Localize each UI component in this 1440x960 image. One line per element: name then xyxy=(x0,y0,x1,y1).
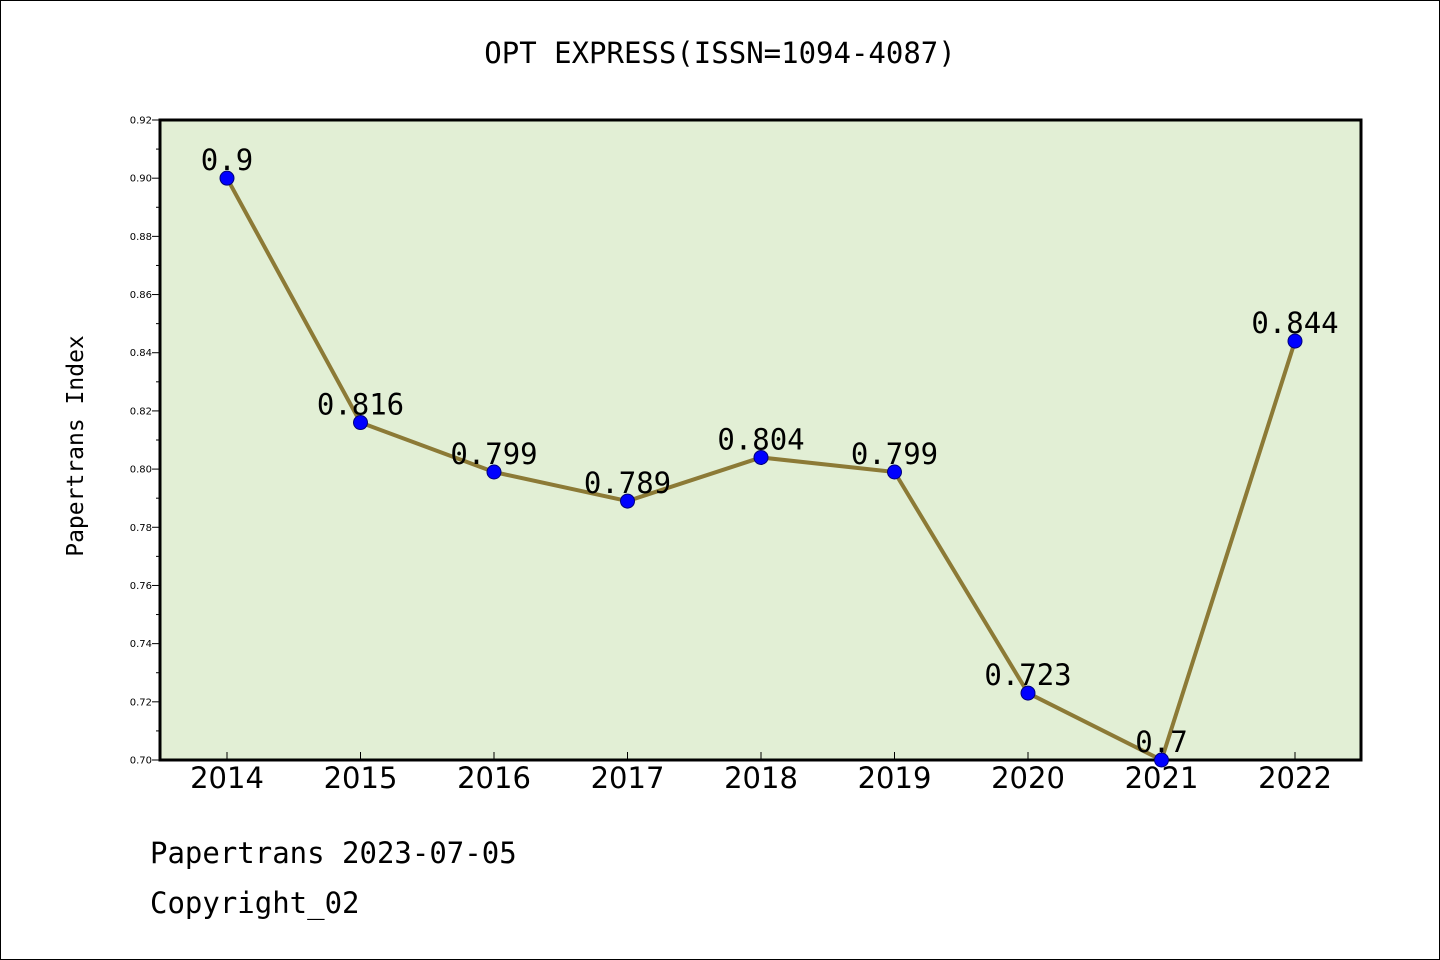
y-tick-label: 0.86 xyxy=(130,290,152,301)
data-label: 0.816 xyxy=(317,388,404,422)
data-point xyxy=(753,449,769,465)
y-tick-label: 0.82 xyxy=(130,406,152,417)
y-tick-label: 0.88 xyxy=(130,232,152,243)
data-label: 0.804 xyxy=(717,422,804,456)
data-label: 0.7 xyxy=(1135,725,1187,759)
x-tick-label: 2022 xyxy=(1258,761,1332,795)
data-point xyxy=(1154,752,1169,768)
x-axis: 2014 2015 2016 2017 2018 2019 2020 2021 2022 xyxy=(190,752,1332,795)
x-tick-label: 2015 xyxy=(324,761,398,795)
data-label: 0.799 xyxy=(450,437,537,471)
y-tick-label: 0.78 xyxy=(130,523,152,534)
y-tick-label: 0.90 xyxy=(130,174,152,185)
data-label: 0.789 xyxy=(584,466,671,500)
chart-title: OPT EXPRESS(ISSN=1094-4087) xyxy=(484,36,956,70)
x-tick-label: 2018 xyxy=(724,761,798,795)
data-markers xyxy=(219,170,1303,768)
x-tick-label: 2017 xyxy=(591,761,665,795)
x-tick-label: 2020 xyxy=(991,761,1065,795)
data-label: 0.799 xyxy=(851,437,938,471)
data-label: 0.844 xyxy=(1251,306,1338,340)
x-tick-label: 2016 xyxy=(457,761,531,795)
plot-area xyxy=(158,118,1363,762)
x-tick-label: 2014 xyxy=(190,761,264,795)
data-point xyxy=(219,170,235,186)
y-tick-label: 0.80 xyxy=(130,465,152,476)
y-tick-label: 0.92 xyxy=(130,116,152,127)
data-label: 0.723 xyxy=(984,658,1071,692)
data-point xyxy=(1287,333,1303,349)
y-tick-label: 0.76 xyxy=(130,581,152,592)
data-label: 0.9 xyxy=(201,143,253,177)
y-tick-label: 0.72 xyxy=(130,697,152,708)
y-tick-label: 0.74 xyxy=(130,639,152,650)
data-point xyxy=(887,464,902,480)
footer-date: Papertrans 2023-07-05 xyxy=(150,836,517,870)
footer-copyright: Copyright_02 xyxy=(150,886,360,920)
y-tick-label: 0.84 xyxy=(130,348,152,359)
data-labels: 0.9 0.816 0.799 0.789 0.804 0.799 0.723 0.7 0.84… xyxy=(201,143,1339,759)
data-point xyxy=(353,415,368,431)
data-point xyxy=(1020,685,1036,701)
x-tick-label: 2019 xyxy=(858,761,932,795)
data-point xyxy=(620,493,635,509)
y-tick-label: 0.70 xyxy=(130,756,152,767)
y-axis: 0.70 0.72 0.74 0.76 0.78 0.80 0.82 0.84 0.86 0.88… xyxy=(130,116,160,767)
data-point xyxy=(486,464,502,480)
